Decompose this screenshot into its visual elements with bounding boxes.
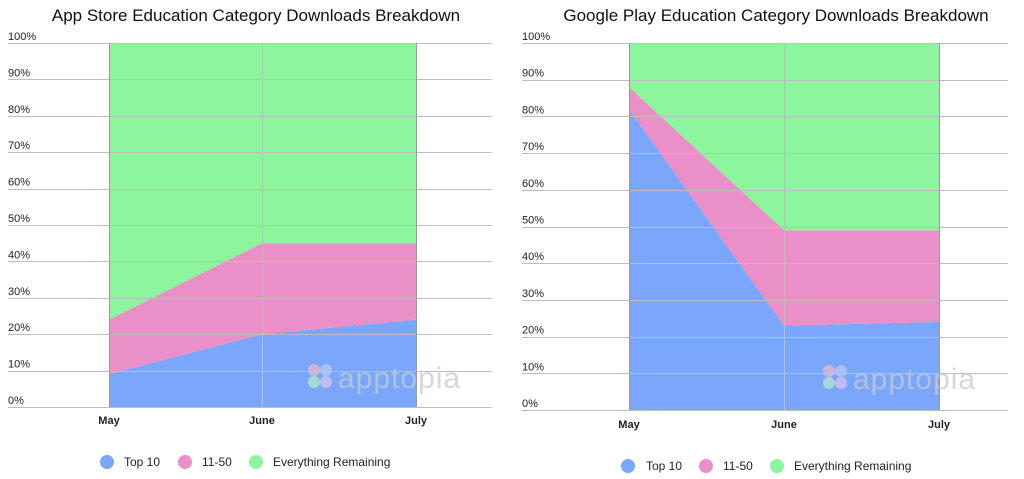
gridlines: [8, 43, 492, 408]
legend: Top 10 11-50 Everything Remaining: [100, 455, 390, 469]
apptopia-watermark: apptopia: [308, 362, 461, 395]
y-tick-label: 100%: [522, 31, 550, 43]
chart-title: Google Play Education Category Downloads…: [563, 6, 988, 25]
x-tick-label: May: [618, 419, 640, 431]
x-tick-label: May: [98, 415, 120, 427]
y-tick-label: 70%: [8, 140, 30, 152]
y-tick-label: 80%: [8, 104, 30, 116]
y-tick-label: 90%: [522, 68, 544, 80]
legend-swatch: [178, 455, 192, 469]
y-tick-label: 20%: [522, 325, 544, 337]
y-tick-label: 20%: [8, 322, 30, 334]
legend-label: Top 10: [124, 455, 160, 469]
logo-dot: [308, 364, 320, 376]
y-tick-label: 50%: [522, 215, 544, 227]
logo-dot: [823, 365, 835, 377]
area-top-10: [629, 109, 939, 410]
apptopia-watermark: apptopia: [823, 363, 976, 396]
google-play-chart: Google Play Education Category Downloads…: [522, 6, 1008, 473]
legend-swatch: [621, 459, 635, 473]
y-tick-label: 80%: [522, 104, 544, 116]
x-tick-label: July: [928, 419, 951, 431]
legend-label: Everything Remaining: [273, 455, 390, 469]
app-store-chart: App Store Education Category Downloads B…: [8, 6, 492, 469]
y-tick-label: 30%: [522, 288, 544, 300]
legend-swatch: [699, 459, 713, 473]
gridlines: [522, 43, 1008, 411]
y-tick-label: 10%: [522, 361, 544, 373]
x-tick-label: June: [771, 419, 797, 431]
y-tick-label: 40%: [8, 249, 30, 261]
y-tick-label: 60%: [522, 178, 544, 190]
legend-swatch: [100, 455, 114, 469]
y-tick-label: 90%: [8, 67, 30, 79]
logo-dot: [823, 377, 835, 389]
watermark-wordmark: apptopia: [338, 362, 461, 395]
y-tick-label: 30%: [8, 286, 30, 298]
y-tick-label: 40%: [522, 251, 544, 263]
watermark-wordmark: apptopia: [853, 363, 976, 396]
x-tick-label: July: [405, 415, 428, 427]
logo-dot: [308, 376, 320, 388]
chart-title: App Store Education Category Downloads B…: [52, 6, 460, 25]
legend-label: Everything Remaining: [794, 459, 911, 473]
logo-dot: [320, 364, 332, 376]
legend-swatch: [770, 459, 784, 473]
y-tick-label: 50%: [8, 213, 30, 225]
legend-label: Top 10: [646, 459, 682, 473]
legend-swatch: [249, 455, 263, 469]
y-tick-label: 70%: [522, 141, 544, 153]
logo-dot: [835, 377, 847, 389]
y-tick-label: 60%: [8, 177, 30, 189]
legend: Top 10 11-50 Everything Remaining: [621, 459, 911, 473]
logo-dot: [835, 365, 847, 377]
legend-label: 11-50: [723, 459, 753, 473]
x-tick-label: June: [249, 415, 275, 427]
y-tick-label: 0%: [522, 398, 538, 410]
y-tick-label: 100%: [8, 31, 36, 43]
y-tick-label: 0%: [8, 395, 24, 407]
logo-dot: [320, 376, 332, 388]
area-11-50: [629, 87, 939, 326]
legend-label: 11-50: [202, 455, 232, 469]
y-tick-label: 10%: [8, 359, 30, 371]
